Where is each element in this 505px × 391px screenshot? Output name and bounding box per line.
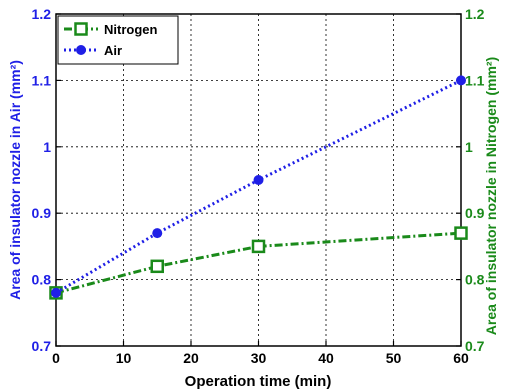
- x-tick-label: 50: [386, 350, 402, 366]
- data-point-air: [51, 287, 61, 298]
- x-axis-label: Operation time (min): [185, 373, 332, 390]
- x-tick-label: 10: [116, 350, 132, 366]
- y-right-tick-label: 0.9: [465, 205, 485, 221]
- legend-box: [57, 15, 179, 65]
- x-tick-label: 20: [183, 350, 199, 366]
- y-right-tick-label: 1.1: [465, 72, 485, 88]
- y-axis-right-ticks: 0.7 0.8 0.9 1 1.1 1.2: [456, 6, 485, 354]
- data-point-air: [253, 175, 264, 185]
- data-point-air: [152, 228, 163, 239]
- y-right-tick-label: 0.7: [465, 338, 485, 354]
- legend-nitrogen-marker: [74, 22, 88, 36]
- y-right-tick-label: 1.2: [465, 6, 485, 22]
- y-left-tick-label: 0.8: [32, 272, 52, 288]
- data-point-nitrogen: [454, 226, 468, 240]
- x-tick-label: 60: [453, 350, 469, 366]
- x-tick-label: 30: [251, 350, 267, 366]
- y-right-tick-label: 0.8: [465, 272, 485, 288]
- y-right-tick-label: 1: [465, 139, 473, 155]
- y-left-tick-label: 0.9: [32, 205, 52, 221]
- x-tick-label: 0: [52, 350, 60, 366]
- data-point-nitrogen: [251, 239, 266, 254]
- y-left-tick-label: 1.1: [32, 72, 52, 88]
- x-axis-ticks: 0 10 20 30 40 50 60: [52, 341, 469, 366]
- y-left-tick-label: 0.7: [32, 338, 52, 354]
- data-point-air: [456, 75, 466, 86]
- legend-nitrogen-label: Nitrogen: [104, 22, 158, 37]
- legend-air-marker: [76, 45, 86, 55]
- legend-air-label: Air: [104, 43, 122, 58]
- x-tick-label: 40: [318, 350, 334, 366]
- data-point-nitrogen: [150, 259, 164, 274]
- series-line-nitrogen: [55, 231, 462, 295]
- y-axis-left-ticks: 0.7 0.8 0.9 1 1.1 1.2: [32, 6, 61, 354]
- y-left-tick-label: 1.2: [32, 6, 52, 22]
- y-axis-left-label: Area of insulator nozzle in Air (mm²): [7, 60, 23, 300]
- y-left-tick-label: 1: [43, 139, 51, 155]
- legend: Nitrogen Air: [57, 15, 179, 65]
- y-axis-right-label: Area of insulator nozzle in Nitrogen (mm…: [483, 57, 499, 335]
- series-group: [49, 75, 468, 300]
